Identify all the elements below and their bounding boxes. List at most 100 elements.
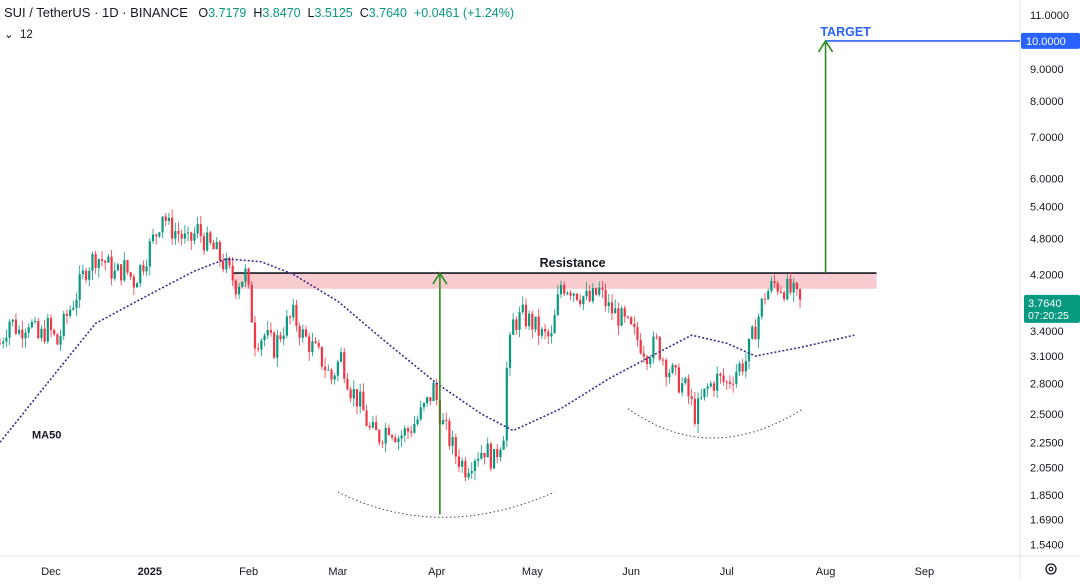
candle-body <box>21 329 24 339</box>
candle-body <box>49 318 53 331</box>
ma50-line <box>0 257 855 443</box>
candle-body <box>247 268 250 285</box>
time-tick-label: Apr <box>428 566 445 578</box>
symbol-label[interactable]: SUI / TetherUS · 1D · BINANCE <box>4 5 188 20</box>
candle-body <box>690 396 693 399</box>
candle-body <box>266 330 269 336</box>
candle-body <box>610 302 614 314</box>
candle-body <box>285 316 288 336</box>
candle-body <box>371 421 375 428</box>
candle-body <box>773 281 776 284</box>
candle-body <box>473 460 477 472</box>
candle-body <box>0 343 2 345</box>
candle-body <box>397 438 400 443</box>
candle-body <box>368 425 371 428</box>
candle-body <box>327 369 330 371</box>
candle-body <box>572 293 575 296</box>
candle-body <box>135 283 139 288</box>
resistance-label: Resistance <box>540 256 606 270</box>
candle-body <box>78 274 81 300</box>
candle-body <box>684 378 687 384</box>
candle-body <box>426 397 429 404</box>
price-tick-label: 9.0000 <box>1030 64 1064 76</box>
price-tick-label: 2.2500 <box>1030 437 1064 449</box>
candle-body <box>700 397 703 399</box>
candle-body <box>190 232 193 241</box>
candle-body <box>241 281 244 287</box>
close-label: C <box>359 6 369 20</box>
candle-body <box>620 308 623 326</box>
candle-body <box>435 382 438 401</box>
candle-body <box>8 321 11 338</box>
candle-body <box>712 383 716 391</box>
candle-body <box>260 340 263 350</box>
candle-body <box>512 319 515 335</box>
candle-body <box>18 329 21 334</box>
candle-body <box>301 329 304 338</box>
candle-body <box>649 358 652 365</box>
candle-body <box>483 452 486 458</box>
candle-body <box>496 449 499 458</box>
gear-icon[interactable] <box>1045 563 1057 575</box>
time-tick-label: May <box>522 566 543 578</box>
candle-body <box>72 307 75 310</box>
candle-body <box>779 291 783 293</box>
chevron-down-icon[interactable]: ⌄ <box>4 29 14 41</box>
candle-body <box>97 259 100 268</box>
candle-body <box>502 440 505 450</box>
candle-body <box>642 353 645 357</box>
candle-body <box>11 319 14 322</box>
last-price-text: 3.7640 <box>1028 298 1062 310</box>
time-tick-label: 2025 <box>138 566 162 578</box>
candle-body <box>30 321 33 328</box>
candle-body <box>681 383 684 393</box>
candle-body <box>623 308 626 317</box>
time-tick-label: Sep <box>915 566 935 578</box>
time-tick-label: Mar <box>328 566 347 578</box>
candle-body <box>661 359 665 361</box>
candle-body <box>601 287 604 290</box>
candle-body <box>709 383 712 387</box>
candle-body <box>324 366 327 371</box>
candle-body <box>776 283 779 292</box>
candle-body <box>304 329 308 337</box>
price-tick-label: 4.8000 <box>1030 233 1064 245</box>
candle-body <box>524 304 528 327</box>
price-tick-label: 1.8500 <box>1030 490 1064 502</box>
close-value: 3.7640 <box>368 6 407 20</box>
candle-body <box>531 313 534 330</box>
candle-body <box>298 326 301 338</box>
candle-body <box>228 258 231 266</box>
candle-body <box>636 326 639 340</box>
candle-body <box>655 336 658 338</box>
candle-body <box>798 289 802 300</box>
candle-body <box>674 365 677 368</box>
candle-body <box>129 272 132 277</box>
candle-body <box>5 337 8 342</box>
price-tick-label: 6.0000 <box>1030 173 1064 185</box>
low-label: L <box>307 6 315 20</box>
candle-body <box>186 232 190 234</box>
gear-icon-center[interactable] <box>1048 566 1054 572</box>
candle-body <box>528 313 531 327</box>
target-label: TARGET <box>820 25 871 39</box>
candle-body <box>355 389 359 407</box>
price-tick-label: 1.6900 <box>1030 514 1064 526</box>
candle-body <box>387 427 390 436</box>
candle-body <box>693 398 696 424</box>
price-tick-label: 5.4000 <box>1030 202 1064 214</box>
candle-body <box>645 356 649 365</box>
candle-body <box>320 346 324 367</box>
candle-body <box>429 397 432 402</box>
price-tick-label: 8.0000 <box>1030 96 1064 108</box>
candle-body <box>107 256 110 263</box>
candle-body <box>250 284 253 323</box>
candle-body <box>783 292 786 300</box>
candle-body <box>352 389 355 399</box>
candle-body <box>282 335 285 340</box>
candle-body <box>88 270 91 280</box>
indicator-toggle[interactable]: ⌄ 12 <box>4 27 33 41</box>
candle-body <box>104 260 107 263</box>
